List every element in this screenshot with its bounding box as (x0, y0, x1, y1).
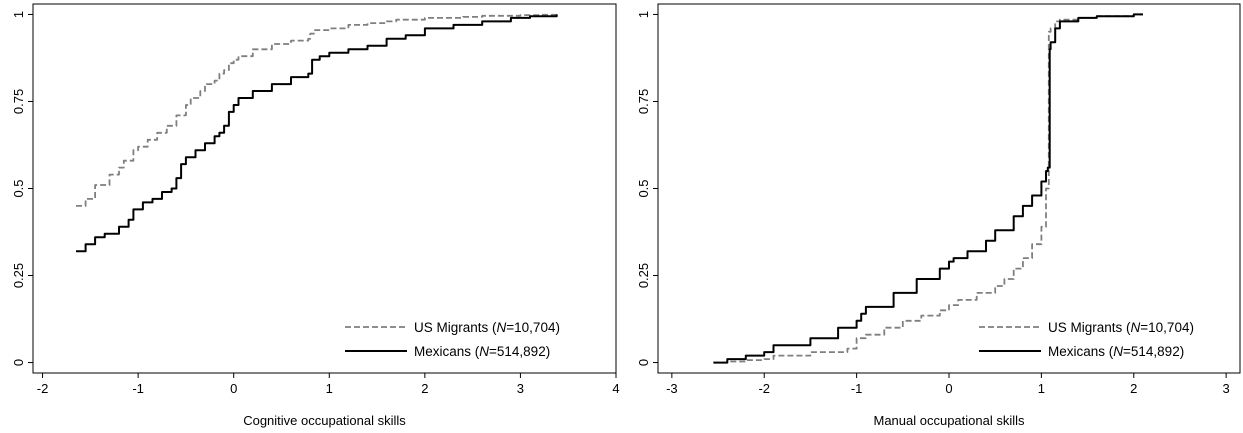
y-tick-label: 0.25 (636, 263, 651, 288)
x-tick-label: 0 (945, 381, 952, 396)
legend-label: Mexicans (N=514,892) (414, 344, 550, 359)
legend-label: US Migrants (N=10,704) (1048, 320, 1194, 335)
y-tick-label: 1 (11, 11, 26, 18)
legend-label-suffix: =10,704) (1140, 320, 1194, 335)
x-tick-label: 4 (612, 381, 619, 396)
x-tick-label: 0 (230, 381, 237, 396)
x-axis-title: Cognitive occupational skills (243, 413, 406, 428)
x-tick-label: 3 (1223, 381, 1230, 396)
legend-label-prefix: Mexicans ( (1048, 344, 1114, 359)
legend-label-suffix: =514,892) (489, 344, 550, 359)
y-tick-label: 0 (11, 359, 26, 366)
us-migrants-line (76, 13, 558, 207)
legend-label: US Migrants (N=10,704) (414, 320, 560, 335)
x-tick-label: -2 (758, 381, 770, 396)
x-tick-label: -2 (37, 381, 49, 396)
y-tick-label: 0.75 (11, 89, 26, 114)
plot-frame (32, 3, 617, 374)
y-tick-label: 0.5 (11, 179, 26, 197)
y-tick-label: 0 (636, 359, 651, 366)
x-tick-label: 3 (517, 381, 524, 396)
y-tick-label: 1 (636, 11, 651, 18)
x-tick-label: 2 (1130, 381, 1137, 396)
legend-label-suffix: =514,892) (1123, 344, 1184, 359)
x-tick-label: 1 (326, 381, 333, 396)
y-tick-label: 0.5 (636, 179, 651, 197)
x-tick-label: -1 (851, 381, 863, 396)
mexicans-line (713, 13, 1143, 364)
manual-skills-chart: -3 -2 -1 0 1 2 3 0 0.25 0.5 0.75 1 Manual occupation… (636, 3, 1241, 428)
legend-label-n: N (1113, 344, 1123, 359)
legend-label-prefix: US Migrants ( (414, 320, 497, 335)
legend-label-n: N (479, 344, 489, 359)
legend-label-n: N (1131, 320, 1141, 335)
x-tick-label: -3 (666, 381, 678, 396)
legend-label-suffix: =10,704) (506, 320, 560, 335)
mexicans-line (76, 14, 558, 253)
y-tick-label: 0.75 (636, 89, 651, 114)
cognitive-skills-chart: -2 -1 0 1 2 3 4 0 0.25 0.5 0.75 1 Cognitive occupati… (11, 3, 620, 428)
x-tick-label: -1 (132, 381, 144, 396)
plot-frame (657, 3, 1241, 374)
us-migrants-line (713, 13, 1143, 364)
legend-label-prefix: Mexicans ( (414, 344, 480, 359)
legend-label: Mexicans (N=514,892) (1048, 344, 1184, 359)
legend-label-prefix: US Migrants ( (1048, 320, 1131, 335)
y-tick-label: 0.25 (11, 263, 26, 288)
x-tick-label: 2 (421, 381, 428, 396)
x-axis-title: Manual occupational skills (873, 413, 1025, 428)
x-tick-label: 1 (1038, 381, 1045, 396)
legend-label-n: N (497, 320, 507, 335)
